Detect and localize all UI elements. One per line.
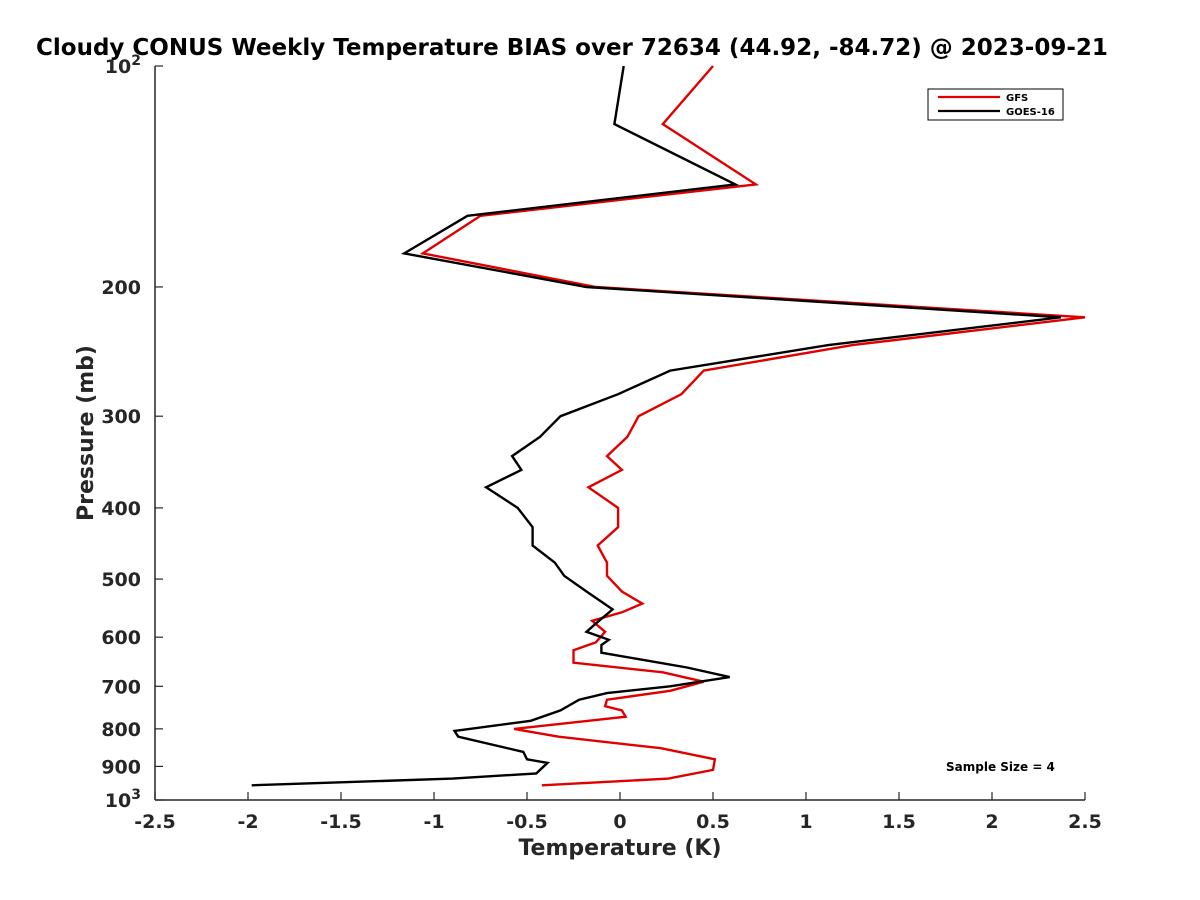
x-tick-label: 1.5 — [882, 811, 916, 833]
y-tick-exponent: 3 — [131, 787, 141, 803]
y-tick-exponent: 2 — [131, 53, 141, 69]
y-tick-label: 700 — [101, 676, 141, 698]
x-tick-label: 2.5 — [1068, 811, 1102, 833]
x-axis-ticks: -2.5 -2 -1.5 -1 -0.5 0 0.5 1 1.5 2 2.5 — [134, 792, 1102, 833]
plot-area — [155, 66, 1085, 800]
y-tick-label: 200 — [101, 277, 141, 299]
y-tick-base: 10 — [105, 56, 131, 78]
legend-box — [927, 88, 1064, 121]
x-tick-label: 1 — [799, 811, 812, 833]
series-line-gfs — [419, 65, 1086, 787]
series-layer — [251, 65, 1086, 787]
x-tick-label: -2 — [237, 811, 258, 833]
x-tick-label: -0.5 — [506, 811, 548, 833]
legend-label-gfs: GFS — [1006, 93, 1028, 104]
x-tick-label: 0.5 — [696, 811, 730, 833]
x-tick-label: -1 — [423, 811, 444, 833]
y-tick-base: 10 — [105, 790, 131, 812]
y-tick-label: 800 — [101, 719, 141, 741]
y-tick-label: 300 — [101, 406, 141, 428]
y-tick-label: 600 — [101, 627, 141, 649]
x-tick-label: -1.5 — [320, 811, 362, 833]
y-tick-label: 400 — [101, 498, 141, 520]
x-tick-label: 0 — [613, 811, 626, 833]
series-line-goes16 — [251, 65, 1061, 787]
legend-label-goes16: GOES-16 — [1006, 107, 1055, 118]
sample-size-annotation: Sample Size = 4 — [946, 760, 1055, 774]
y-tick-label: 103 — [105, 787, 141, 812]
y-tick-label: 900 — [101, 756, 141, 778]
chart-title: Cloudy CONUS Weekly Temperature BIAS ove… — [36, 35, 1108, 61]
x-axis-label: Temperature (K) — [518, 836, 721, 861]
y-axis-label: Pressure (mb) — [74, 345, 99, 521]
y-tick-label: 102 — [105, 53, 141, 78]
x-tick-label: 2 — [985, 811, 998, 833]
legend: GFS GOES-16 — [927, 88, 1064, 121]
x-tick-label: -2.5 — [134, 811, 176, 833]
y-tick-label: 500 — [101, 569, 141, 591]
